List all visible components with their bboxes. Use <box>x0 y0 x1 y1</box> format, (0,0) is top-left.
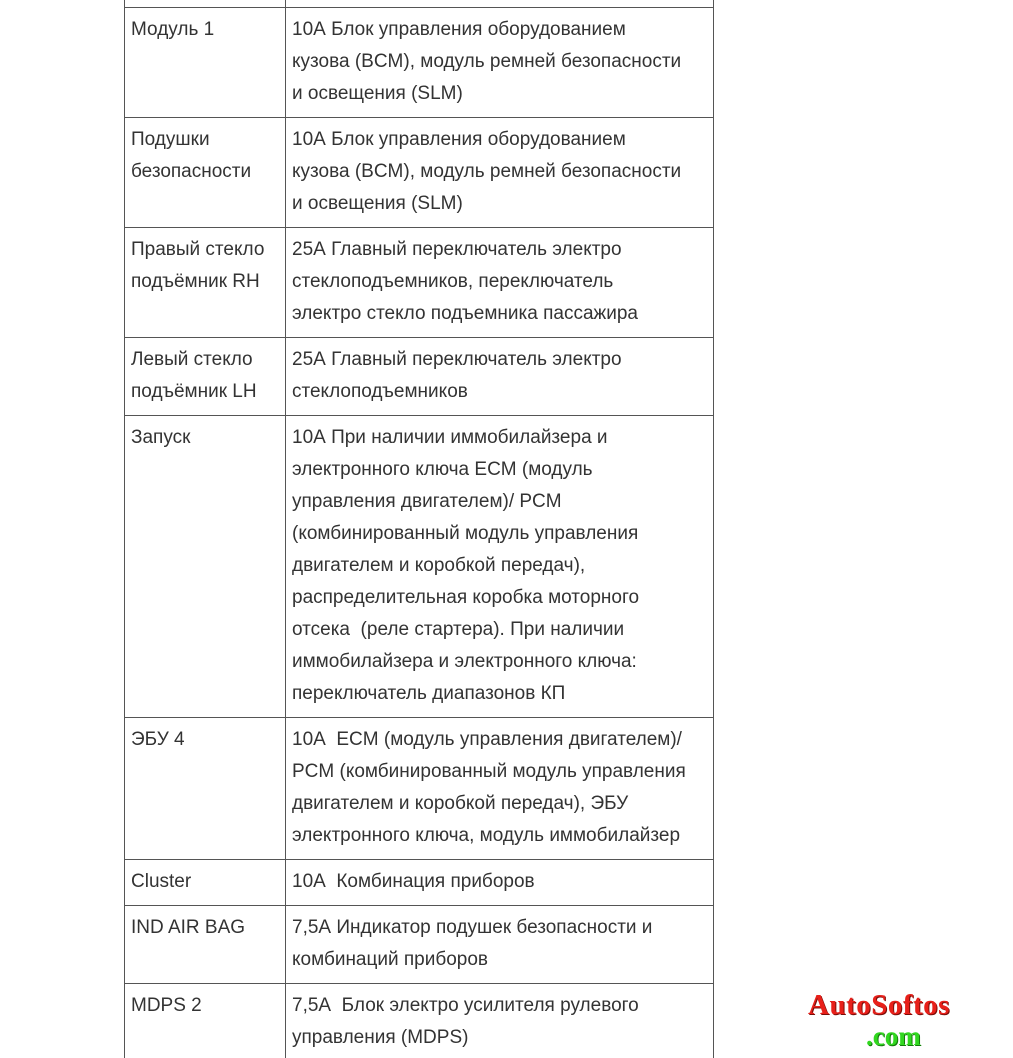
text-line: 25А Главный переключатель электро <box>292 239 622 260</box>
text-line: Подушки <box>131 129 210 150</box>
watermark-domain: .com <box>866 1021 921 1051</box>
table-row: Левый стекло подъёмник LH 25А Главный пере… <box>124 337 714 416</box>
fuse-table: Модуль 1 10А Блок управления оборудование… <box>124 7 714 1058</box>
table-row: ЭБУ 4 10А ECM (модуль управления двигател… <box>124 717 714 860</box>
text-line: стеклоподъемников <box>292 381 468 402</box>
fuse-name: Подушки безопасности <box>124 117 286 228</box>
fuse-name: Cluster <box>124 859 286 906</box>
text-line: Cluster <box>131 871 192 892</box>
fuse-name: Модуль 1 <box>124 7 286 118</box>
fuse-name: Правый стекло подъёмник RH <box>124 227 286 338</box>
text-line: электро стекло подъемника пассажира <box>292 303 638 324</box>
fuse-description: 10А Блок управления оборудованием кузова … <box>285 7 714 118</box>
text-line: 10А ECM (модуль управления двигателем)/ <box>292 729 682 750</box>
fuse-description: 10А При наличии иммобилайзера и электронн… <box>285 415 714 718</box>
text-line: подъёмник RH <box>131 271 260 292</box>
text-line: управления (MDPS) <box>292 1027 469 1048</box>
fuse-name: Запуск <box>124 415 286 718</box>
fuse-description: 10А Блок управления оборудованием кузова … <box>285 117 714 228</box>
text-line: стеклоподъемников, переключатель <box>292 271 614 292</box>
text-line: и освещения (SLM) <box>292 193 463 214</box>
text-line: ЭБУ 4 <box>131 729 185 750</box>
text-line: отсека (реле стартера). При наличии <box>292 619 625 640</box>
text-line: распределительная коробка моторного <box>292 587 640 608</box>
watermark-brand: AutoSoftos <box>808 989 950 1021</box>
text-line: 7,5А Блок электро усилителя рулевого <box>292 995 639 1016</box>
text-line: безопасности <box>131 161 252 182</box>
text-line: MDPS 2 <box>131 995 202 1016</box>
text-line: электронного ключа ECM (модуль <box>292 459 593 480</box>
text-line: Левый стекло <box>131 349 253 370</box>
fuse-description: 10А ECM (модуль управления двигателем)/ P… <box>285 717 714 860</box>
fuse-description: 25А Главный переключатель электро стеклоп… <box>285 227 714 338</box>
text-line: двигателем и коробкой передач), ЭБУ <box>292 793 629 814</box>
text-line: переключатель диапазонов КП <box>292 683 566 704</box>
text-line: 10А При наличии иммобилайзера и <box>292 427 608 448</box>
text-line: 10А Блок управления оборудованием <box>292 19 626 40</box>
text-line: Правый стекло <box>131 239 265 260</box>
border <box>124 0 125 7</box>
text-line: 25А Главный переключатель электро <box>292 349 622 370</box>
text-line: управления двигателем)/ PCM <box>292 491 562 512</box>
table-row: Cluster 10А Комбинация приборов <box>124 859 714 906</box>
text-line: PCM (комбинированный модуль управления <box>292 761 686 782</box>
fuse-name: MDPS 2 <box>124 983 286 1058</box>
fuse-description: 25А Главный переключатель электро стеклоп… <box>285 337 714 416</box>
table-row: Правый стекло подъёмник RH 25А Главный пер… <box>124 227 714 338</box>
fuse-description: 7,5А Блок электро усилителя рулевого упра… <box>285 983 714 1058</box>
text-line: и освещения (SLM) <box>292 83 463 104</box>
text-line: кузова (BCM), модуль ремней безопасности <box>292 51 682 72</box>
border <box>285 0 286 7</box>
text-line: IND AIR BAG <box>131 917 246 938</box>
fuse-name: ЭБУ 4 <box>124 717 286 860</box>
table-row: Подушки безопасности 10А Блок управления о… <box>124 117 714 228</box>
table-row: Модуль 1 10А Блок управления оборудование… <box>124 7 714 118</box>
text-line: кузова (BCM), модуль ремней безопасности <box>292 161 682 182</box>
text-line: 10А Комбинация приборов <box>292 871 535 892</box>
fuse-name: IND AIR BAG <box>124 905 286 984</box>
table-row: Запуск 10А При наличии иммобилайзера и эле… <box>124 415 714 718</box>
fuse-description: 10А Комбинация приборов <box>285 859 714 906</box>
fuse-description: 7,5А Индикатор подушек безопасности и ком… <box>285 905 714 984</box>
table-row: IND AIR BAG 7,5А Индикатор подушек безопа… <box>124 905 714 984</box>
text-line: подъёмник LH <box>131 381 257 402</box>
text-line: Запуск <box>131 427 191 448</box>
fuse-name: Левый стекло подъёмник LH <box>124 337 286 416</box>
table-row: MDPS 2 7,5А Блок электро усилителя рулево… <box>124 983 714 1058</box>
text-line: (комбинированный модуль управления <box>292 523 639 544</box>
text-line: иммобилайзера и электронного ключа: <box>292 651 637 672</box>
text-line: комбинаций приборов <box>292 949 489 970</box>
text-line: 10А Блок управления оборудованием <box>292 129 626 150</box>
text-line: электронного ключа, модуль иммобилайзер <box>292 825 681 846</box>
text-line: Модуль 1 <box>131 19 215 40</box>
text-line: двигателем и коробкой передач), <box>292 555 586 576</box>
border <box>713 0 714 7</box>
text-line: 7,5А Индикатор подушек безопасности и <box>292 917 653 938</box>
